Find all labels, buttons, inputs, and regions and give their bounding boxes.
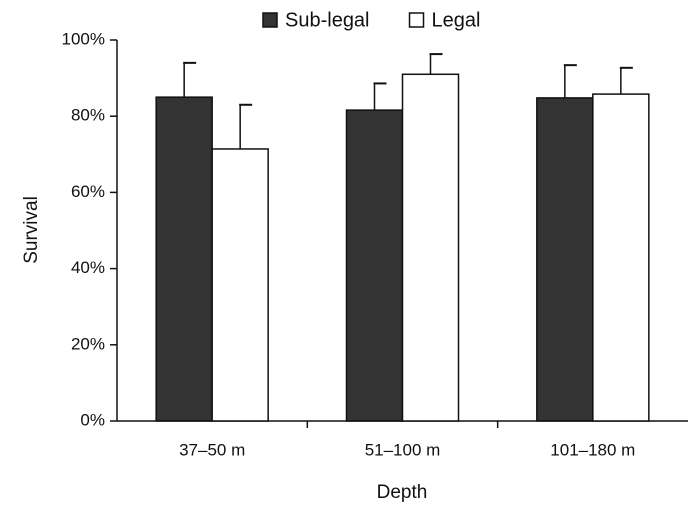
y-axis-label: Survival (21, 196, 42, 264)
x-axis-label: Depth (377, 482, 428, 503)
error-bar (239, 103, 253, 149)
bar (401, 73, 460, 422)
y-tick-label: 40% (71, 258, 105, 277)
error-bar (183, 61, 197, 98)
error-bar (563, 64, 577, 98)
error-bar (619, 66, 633, 95)
x-tick-label: 101–180 m (550, 440, 635, 459)
y-tick-label: 20% (71, 334, 105, 353)
x-tick-label: 51–100 m (365, 440, 441, 459)
y-tick-label: 80% (71, 106, 105, 125)
bar (211, 148, 269, 422)
bar (155, 96, 213, 422)
y-tick-label: 100% (62, 29, 105, 48)
error-bar (373, 82, 387, 111)
legend-label: Sub-legal (285, 9, 370, 31)
y-tick-label: 0% (80, 410, 105, 429)
error-bar (429, 53, 443, 75)
bar (345, 109, 404, 422)
bar (592, 93, 650, 422)
bar (536, 97, 594, 422)
legend-swatch (408, 12, 425, 28)
legend-label: Legal (432, 9, 481, 31)
y-tick-label: 60% (71, 182, 105, 201)
x-tick-label: 37–50 m (179, 440, 245, 459)
legend-swatch (262, 12, 278, 28)
